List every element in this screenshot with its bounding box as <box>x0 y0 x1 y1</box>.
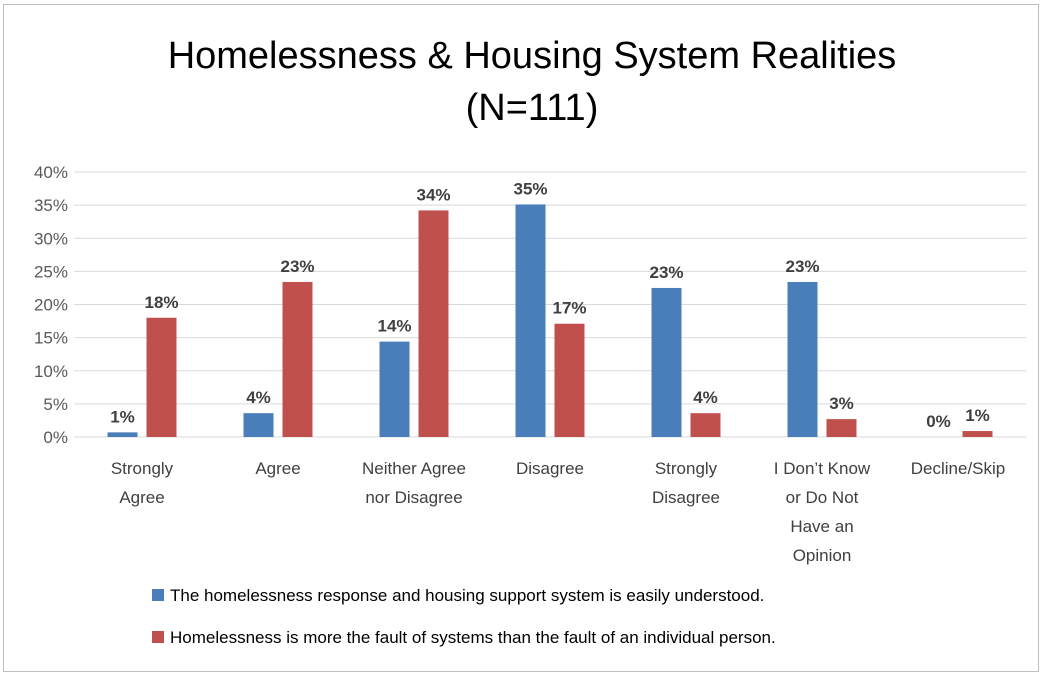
data-label: 34% <box>416 185 450 204</box>
bar-series-2 <box>418 210 449 437</box>
chart-frame: Homelessness & Housing System Realities … <box>3 4 1039 672</box>
x-category-label: nor Disagree <box>365 488 462 507</box>
x-category-label: Have an <box>790 517 853 536</box>
x-category-label: or Do Not <box>786 488 859 507</box>
bar-series-1 <box>243 413 274 437</box>
data-label: 35% <box>513 179 547 198</box>
y-tick-label: 20% <box>34 296 68 315</box>
data-label: 4% <box>693 388 718 407</box>
chart-title-line-1: Homelessness & Housing System Realities <box>168 35 897 77</box>
legend: The homelessness response and housing su… <box>152 586 776 647</box>
data-label: 17% <box>552 299 586 318</box>
bar-series-1 <box>379 341 410 437</box>
gridlines <box>74 171 1026 438</box>
y-axis: 0% 5% 10% 15% 20% 25% 30% 35% 40% <box>34 163 68 447</box>
data-label: 1% <box>110 407 135 426</box>
bar-series-2 <box>962 431 993 437</box>
x-category-label: Opinion <box>793 546 852 565</box>
y-tick-label: 5% <box>43 395 68 414</box>
legend-label-2: Homelessness is more the fault of system… <box>170 628 776 647</box>
x-axis-categories: Strongly Agree Agree Neither Agree nor Disag… <box>111 459 1005 565</box>
x-category-label: Decline/Skip <box>911 459 1006 478</box>
bar-chart: Homelessness & Housing System Realities … <box>34 35 1026 647</box>
x-category-label: Neither Agree <box>362 459 466 478</box>
bar-series-1 <box>515 204 546 437</box>
bar-series-2 <box>554 323 585 437</box>
bars <box>107 204 993 437</box>
x-category-label: Disagree <box>516 459 584 478</box>
x-category-label: Disagree <box>652 488 720 507</box>
x-category-label: Strongly <box>111 459 174 478</box>
data-labels: 1% 18% 4% 23% 14% 34% 35% 17% 23% 4% 23% 3% 0% 1% <box>110 179 990 431</box>
x-category-label: Strongly <box>655 459 718 478</box>
data-label: 23% <box>785 257 819 276</box>
data-label: 1% <box>965 406 990 425</box>
bar-series-1 <box>107 432 138 437</box>
data-label: 23% <box>649 263 683 282</box>
y-tick-label: 25% <box>34 262 68 281</box>
data-label: 0% <box>926 412 951 431</box>
y-tick-label: 10% <box>34 362 68 381</box>
y-tick-label: 30% <box>34 229 68 248</box>
legend-label-1: The homelessness response and housing su… <box>170 586 764 605</box>
bar-series-2 <box>690 413 721 437</box>
data-label: 3% <box>829 394 854 413</box>
chart-title-line-2: (N=111) <box>466 87 599 129</box>
y-tick-label: 35% <box>34 196 68 215</box>
y-tick-label: 15% <box>34 329 68 348</box>
x-category-label: Agree <box>119 488 164 507</box>
y-tick-label: 0% <box>43 428 68 447</box>
legend-swatch-2 <box>152 631 164 643</box>
bar-series-2 <box>282 281 313 437</box>
bar-series-1 <box>651 287 682 437</box>
bar-series-2 <box>826 419 857 437</box>
data-label: 23% <box>280 257 314 276</box>
data-label: 18% <box>144 293 178 312</box>
data-label: 14% <box>377 317 411 336</box>
bar-series-1 <box>787 281 818 437</box>
x-category-label: Agree <box>255 459 300 478</box>
data-label: 4% <box>246 388 271 407</box>
legend-swatch-1 <box>152 589 164 601</box>
y-tick-label: 40% <box>34 163 68 182</box>
bar-series-2 <box>146 317 177 437</box>
x-category-label: I Don’t Know <box>774 459 871 478</box>
